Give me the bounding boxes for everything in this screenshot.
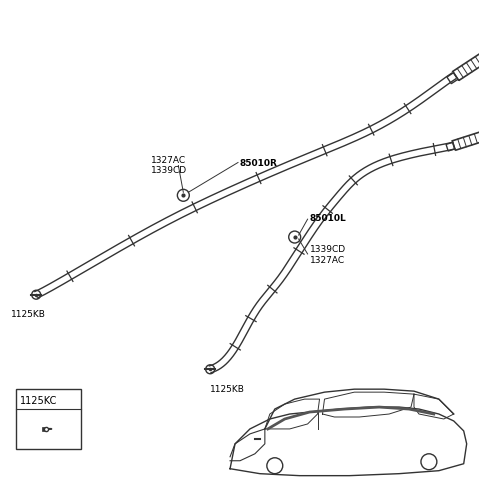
Text: 1125KC: 1125KC [20,396,58,406]
Text: 1125KB: 1125KB [12,310,46,319]
Text: 1327AC
1339CD: 1327AC 1339CD [151,156,187,175]
Bar [42,427,46,431]
Text: 85010L: 85010L [310,214,347,222]
Bar [16,389,81,449]
Text: 85010R: 85010R [240,159,278,168]
Text: 1339CD
1327AC: 1339CD 1327AC [310,245,346,265]
Text: 1125KB: 1125KB [210,384,245,394]
